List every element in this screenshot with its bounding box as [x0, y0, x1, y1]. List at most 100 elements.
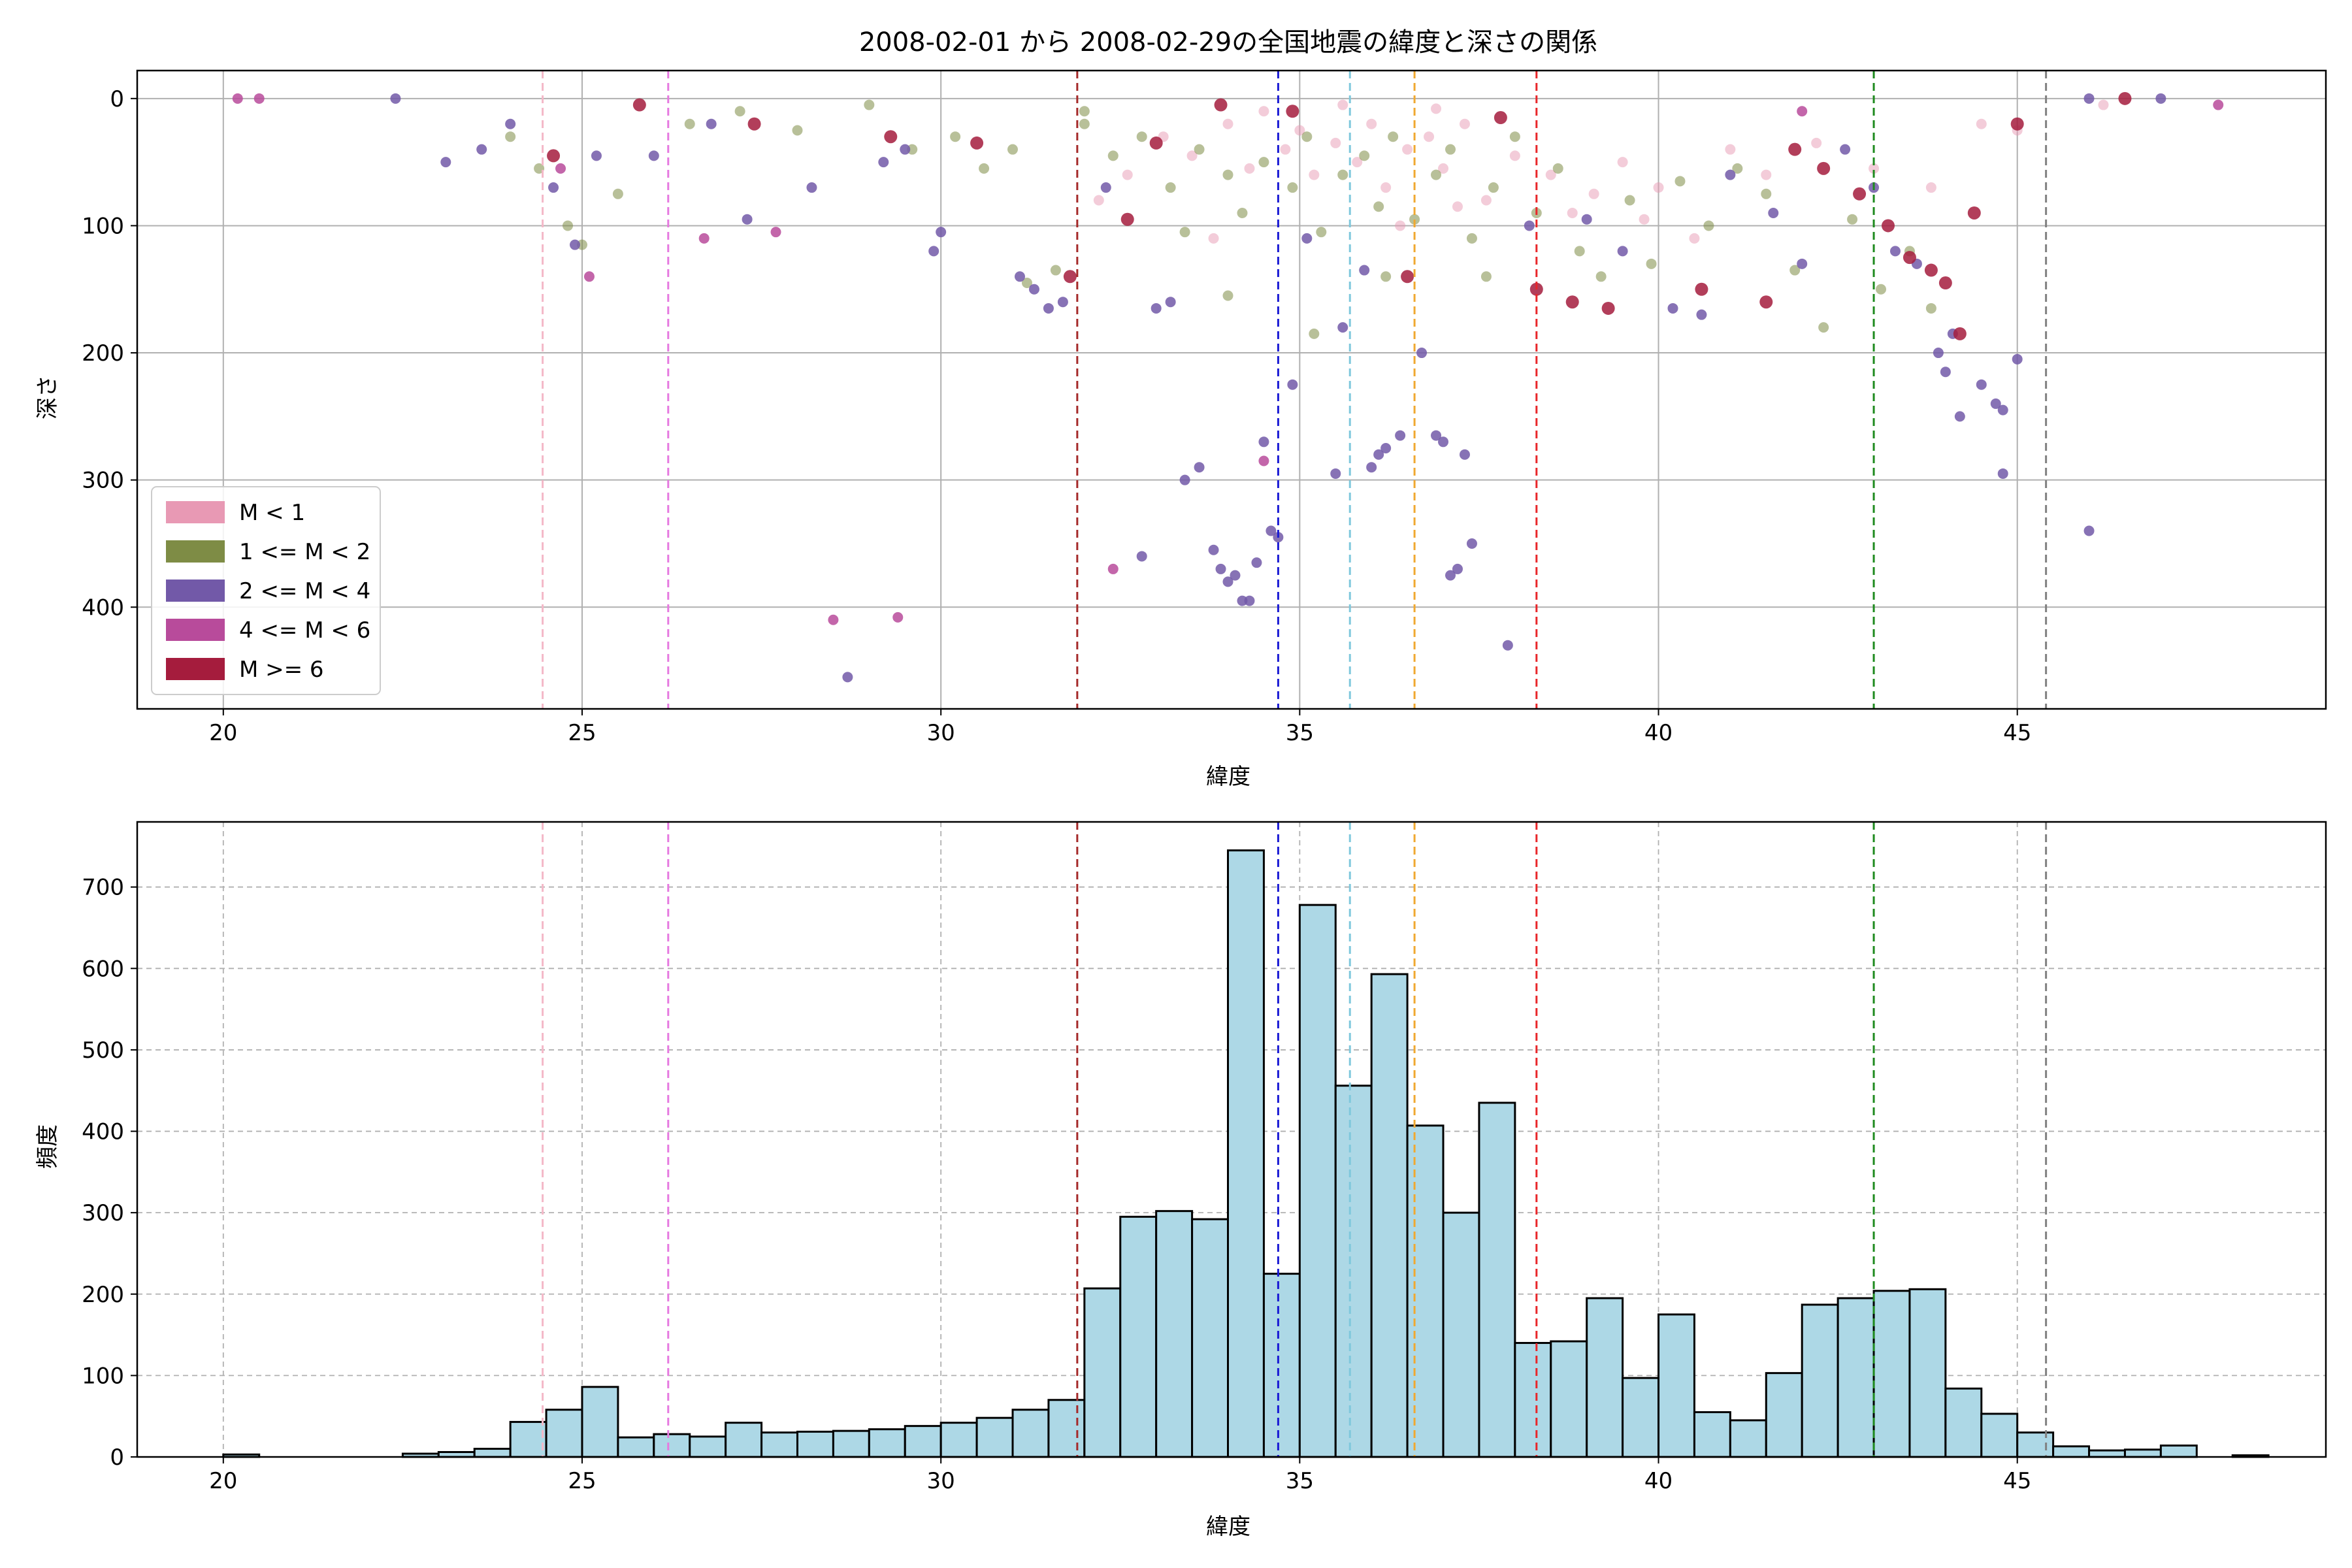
scatter-point: [1043, 302, 1054, 314]
scatter-point: [2213, 99, 2224, 110]
scatter-point: [1431, 430, 1442, 441]
histogram-xtick-label: 40: [1644, 1468, 1673, 1494]
scatter-point: [1380, 182, 1392, 193]
scatter-point: [1639, 214, 1650, 225]
scatter-xlabel: 緯度: [1206, 764, 1250, 790]
histogram-bar: [1083, 1287, 1122, 1458]
scatter-point: [1689, 233, 1700, 244]
scatter-point: [2010, 117, 2024, 131]
scatter-point: [1617, 157, 1628, 168]
scatter-point: [2118, 91, 2132, 105]
scatter-point: [1179, 474, 1190, 485]
scatter-point: [1194, 462, 1205, 473]
scatter-point: [1093, 195, 1104, 206]
scatter-point: [1237, 595, 1248, 606]
histogram-ytick-label: 200: [82, 1282, 124, 1308]
scatter-point: [2083, 93, 2095, 104]
scatter-point: [1646, 258, 1657, 269]
scatter-point: [706, 118, 717, 129]
scatter-point: [440, 157, 451, 168]
histogram-xtick-label: 20: [209, 1468, 237, 1494]
histogram-bar: [1872, 1290, 1911, 1458]
histogram-bar: [1334, 1085, 1373, 1458]
scatter-point: [1352, 157, 1363, 168]
scatter-point: [563, 220, 574, 231]
histogram-bar: [1298, 904, 1337, 1458]
histogram-bar: [617, 1436, 655, 1458]
histogram-bar: [1622, 1377, 1660, 1458]
scatter-point: [1940, 367, 1951, 378]
histogram-ytick-label: 500: [82, 1037, 124, 1064]
scatter-xtick-label: 45: [2003, 720, 2031, 746]
scatter-point: [1402, 144, 1413, 155]
scatter-point: [864, 99, 875, 110]
scatter-point: [1438, 163, 1449, 174]
scatter-point: [1208, 233, 1219, 244]
scatter-point: [928, 246, 939, 257]
scatter-point: [1237, 207, 1248, 218]
scatter-point: [1725, 169, 1736, 180]
scatter-point: [1494, 111, 1507, 125]
scatter-point: [1976, 118, 1987, 129]
histogram-bar: [796, 1430, 834, 1458]
histogram-bar: [1693, 1411, 1731, 1458]
scatter-point: [1452, 563, 1463, 574]
scatter-point: [1316, 227, 1327, 238]
scatter-point: [1903, 251, 1916, 265]
scatter-point: [1050, 265, 1061, 276]
scatter-point: [1876, 284, 1887, 295]
scatter-point: [1545, 169, 1556, 180]
scatter-point: [1818, 322, 1829, 333]
scatter-point: [1120, 212, 1134, 226]
scatter-point: [1488, 182, 1499, 193]
scatter-point: [1466, 233, 1477, 244]
scatter-point: [792, 125, 803, 136]
scatter-point: [878, 157, 889, 168]
scatter-point: [1280, 144, 1291, 155]
scatter-point: [1136, 551, 1147, 562]
scatter-point: [1696, 309, 1707, 320]
histogram-bar: [2159, 1445, 2198, 1458]
scatter-point: [1309, 169, 1320, 180]
scatter-point: [1759, 295, 1773, 309]
scatter-point: [1222, 290, 1233, 301]
legend-swatch: [166, 658, 225, 680]
histogram-bar: [760, 1431, 798, 1458]
legend-label: 2 <= M < 4: [239, 578, 370, 604]
scatter-point: [1337, 99, 1348, 110]
histogram-bar: [2123, 1448, 2162, 1458]
scatter-point: [698, 233, 710, 244]
scatter-frame: [136, 69, 2327, 710]
scatter-point: [900, 144, 911, 155]
histogram-bar: [689, 1435, 727, 1458]
scatter-xtick-label: 40: [1644, 720, 1673, 746]
histogram-bar: [1442, 1211, 1480, 1458]
scatter-point: [1251, 557, 1262, 568]
scatter-point: [1431, 103, 1442, 114]
histogram-frame: [136, 821, 2327, 1458]
scatter-point: [583, 271, 595, 282]
histogram-bar: [1262, 1273, 1301, 1458]
scatter-point: [1136, 131, 1147, 142]
scatter-point: [970, 136, 984, 150]
scatter-point: [1416, 348, 1428, 359]
scatter-point: [555, 163, 566, 174]
scatter-point: [1788, 142, 1802, 156]
scatter-point: [1186, 150, 1198, 161]
histogram-bar: [1155, 1210, 1194, 1458]
scatter-point: [1309, 328, 1320, 339]
scatter-point: [1222, 169, 1233, 180]
histogram-bar: [1370, 973, 1409, 1458]
scatter-ytick-label: 300: [82, 468, 124, 494]
histogram-bar: [1514, 1342, 1552, 1458]
scatter-point: [828, 614, 839, 625]
scatter-point: [1014, 271, 1025, 282]
scatter-point: [1938, 276, 1952, 290]
scatter-point: [1431, 169, 1442, 180]
scatter-point: [1797, 258, 1808, 269]
scatter-point: [2083, 525, 2095, 536]
scatter-point: [747, 117, 761, 131]
scatter-point: [1847, 214, 1858, 225]
histogram-xlabel: 緯度: [1206, 1514, 1250, 1540]
scatter-point: [1438, 436, 1449, 448]
